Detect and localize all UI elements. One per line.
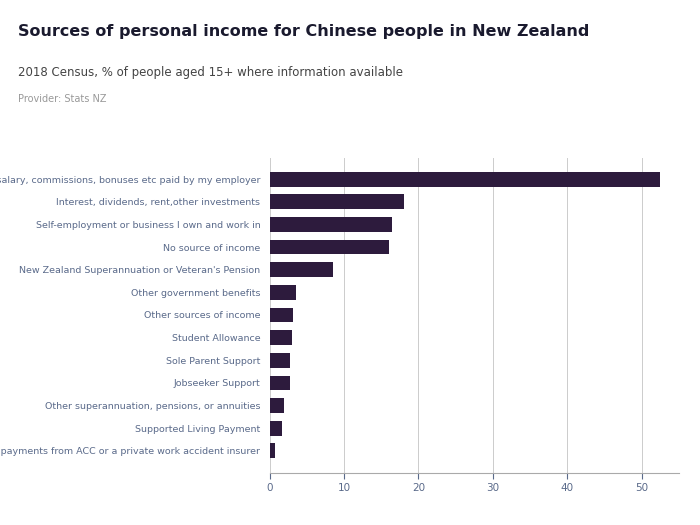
Bar <box>270 308 293 322</box>
Text: 2018 Census, % of people aged 15+ where information available: 2018 Census, % of people aged 15+ where … <box>18 66 402 79</box>
Bar <box>270 444 274 458</box>
Text: figure.nz: figure.nz <box>591 24 665 38</box>
Bar <box>270 172 660 186</box>
Bar <box>270 262 332 277</box>
Bar <box>270 375 290 390</box>
Bar <box>270 285 295 300</box>
Bar <box>270 353 290 367</box>
Bar <box>270 330 292 345</box>
Text: Provider: Stats NZ: Provider: Stats NZ <box>18 94 106 104</box>
Bar <box>270 421 282 436</box>
Bar <box>270 217 392 232</box>
Bar <box>270 194 403 209</box>
Bar <box>270 398 284 413</box>
Bar <box>270 240 388 255</box>
Text: Sources of personal income for Chinese people in New Zealand: Sources of personal income for Chinese p… <box>18 24 589 39</box>
